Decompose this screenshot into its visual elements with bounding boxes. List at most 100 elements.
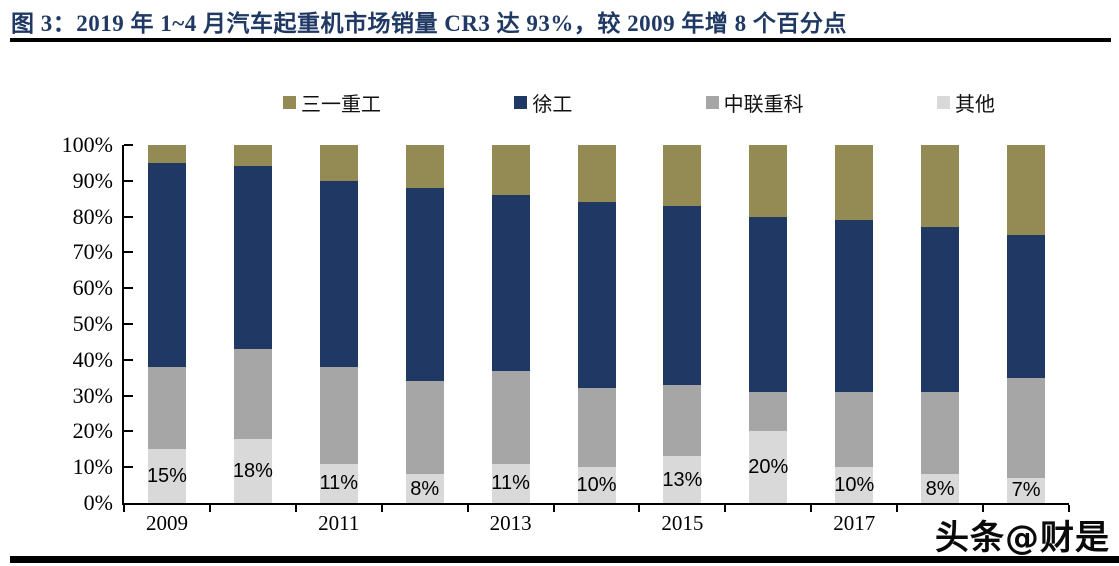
- stacked-bar-2010: [233, 145, 272, 503]
- bar-segment-xcmg: [405, 187, 444, 382]
- bar-segment-sany: [663, 145, 702, 206]
- bar-data-label: 7%: [1011, 479, 1041, 502]
- bar-segment-zoomlion: [233, 349, 272, 439]
- bar-segment-xcmg: [749, 216, 788, 393]
- x-axis-tick: [466, 505, 469, 512]
- bar-segment-others: [491, 463, 530, 503]
- bar-data-label: 8%: [410, 477, 440, 500]
- bar-data-label: 8%: [925, 477, 955, 500]
- bar-segment-xcmg: [577, 202, 616, 389]
- x-tick-label-2009: 2009: [145, 511, 188, 535]
- bar-segment-others: [1007, 477, 1046, 503]
- bar-segment-zoomlion: [491, 370, 530, 464]
- bar-segment-sany: [1007, 145, 1046, 235]
- bar-segment-zoomlion: [921, 392, 960, 475]
- bar-data-label: 15%: [146, 465, 187, 488]
- legend-item-xcmg: 徐工: [514, 88, 572, 117]
- x-axis-tick: [982, 505, 985, 512]
- y-axis-labels: 100% 90% 80% 70% 60% 50% 40% 30% 20% 10% 0%: [0, 133, 113, 515]
- x-axis-tick: [810, 505, 813, 512]
- chart-legend: 三一重工 徐工 中联重科 其他: [283, 88, 995, 117]
- bar-segment-others: [405, 474, 444, 503]
- bar-segment-zoomlion: [577, 388, 616, 468]
- y-axis-tick: [124, 144, 133, 146]
- legend-label-zoomlion: 中联重科: [723, 94, 804, 116]
- stacked-bar-2014: [577, 145, 616, 503]
- y-tick-label: 10%: [72, 454, 113, 480]
- bar-segment-others: [749, 431, 788, 503]
- stacked-bar-2011: [319, 145, 358, 503]
- y-axis-tick: [124, 358, 133, 361]
- bar-segment-others: [577, 467, 616, 503]
- bar-data-label: 11%: [319, 472, 359, 495]
- x-axis-tick: [638, 505, 641, 512]
- y-axis-tick: [124, 251, 133, 254]
- bar-segment-xcmg: [319, 180, 358, 367]
- legend-swatch-others: [936, 96, 950, 109]
- y-axis-tick: [124, 215, 133, 218]
- bar-data-label: 13%: [662, 468, 703, 491]
- x-tick-label-2011: 2011: [318, 511, 360, 535]
- bar-segment-others: [233, 438, 272, 503]
- x-axis-tick: [294, 505, 297, 512]
- bar-segment-sany: [921, 145, 960, 228]
- watermark-text: 头条@财是: [935, 518, 1110, 558]
- x-tick-label-2015: 2015: [661, 511, 704, 535]
- y-tick-label: 80%: [72, 203, 113, 229]
- x-axis-tick: [552, 505, 555, 512]
- bar-segment-sany: [749, 145, 788, 217]
- bar-segment-zoomlion: [319, 366, 358, 464]
- bar-segment-xcmg: [491, 195, 530, 371]
- y-tick-label: 0%: [83, 490, 113, 515]
- bar-segment-xcmg: [921, 227, 960, 393]
- stacked-bar-2017: [835, 145, 874, 503]
- bar-segment-sany: [577, 145, 616, 203]
- bar-data-label: 18%: [232, 459, 273, 482]
- stacked-bar-2012: [405, 145, 444, 503]
- figure-title: 图 3：2019 年 1~4 月汽车起重机市场销量 CR3 达 93%，较 20…: [11, 11, 847, 36]
- bar-segment-others: [835, 467, 874, 503]
- y-tick-label: 20%: [72, 418, 113, 444]
- bar-segment-xcmg: [835, 220, 874, 393]
- legend-label-sany: 三一重工: [301, 94, 381, 116]
- y-tick-label: 90%: [72, 167, 113, 193]
- bar-segment-others: [319, 463, 358, 503]
- y-axis-tick: [124, 430, 133, 433]
- bar-segment-xcmg: [663, 205, 702, 385]
- bottom-divider: [10, 556, 1119, 563]
- bar-data-label: 11%: [491, 472, 530, 495]
- stacked-bar-2016: [749, 145, 788, 503]
- stacked-bar-2015: [663, 145, 702, 503]
- x-tick-label-2017: 2017: [833, 511, 876, 535]
- bar-data-label: 10%: [576, 474, 617, 497]
- y-tick-label: 50%: [72, 311, 113, 336]
- bar-segment-sany: [233, 145, 272, 167]
- bar-segment-others: [921, 474, 960, 503]
- bar-segment-xcmg: [233, 166, 272, 350]
- x-tick-label-2013: 2013: [489, 511, 532, 535]
- stacked-bar-2013: [491, 145, 530, 503]
- y-tick-label: 40%: [72, 346, 113, 372]
- bar-segment-zoomlion: [1007, 377, 1046, 478]
- bar-segment-zoomlion: [147, 366, 186, 450]
- y-axis-tick: [124, 466, 133, 469]
- bar-segment-xcmg: [147, 162, 186, 367]
- legend-swatch-sany: [283, 96, 296, 109]
- legend-swatch-zoomlion: [705, 96, 719, 109]
- x-axis-tick: [1068, 505, 1070, 512]
- legend-item-others: 其他: [936, 88, 995, 117]
- bar-segment-sany: [405, 145, 444, 188]
- stacked-bar-2009: [147, 145, 186, 503]
- title-divider: [10, 38, 1111, 42]
- bar-data-label: 10%: [834, 474, 875, 497]
- plot-area: 15% 18% 11% 8% 11% 10% 13% 20% 10% 8% 7% 2009 2011 20…: [122, 144, 1070, 535]
- bar-segment-sany: [147, 145, 186, 163]
- x-axis-tick: [896, 505, 899, 512]
- bar-segment-sany: [835, 145, 874, 221]
- stacked-bar-2018: [921, 145, 960, 503]
- legend-item-zoomlion: 中联重科: [705, 88, 804, 117]
- y-axis-tick: [124, 323, 133, 325]
- bar-segment-zoomlion: [663, 384, 702, 457]
- bar-segment-zoomlion: [749, 392, 788, 432]
- legend-item-sany: 三一重工: [283, 88, 381, 117]
